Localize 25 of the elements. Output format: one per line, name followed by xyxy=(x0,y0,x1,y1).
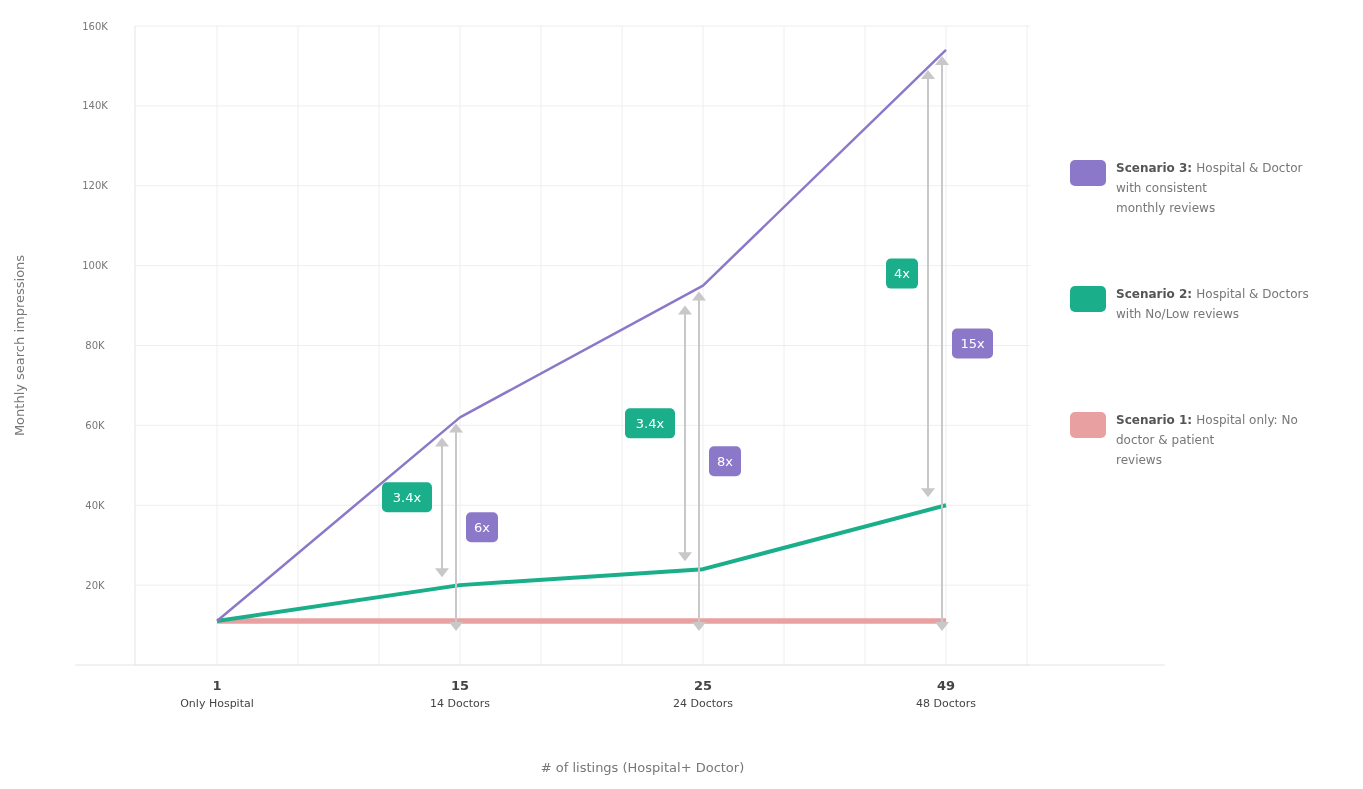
annotation: 15x xyxy=(960,336,985,352)
annotation: 8x xyxy=(717,453,734,469)
annotation: 3.4x xyxy=(392,489,422,505)
legend-label: Scenario 2: Hospital & Doctors with No/Low reviews xyxy=(1116,287,1309,321)
line-series xyxy=(215,48,948,623)
y-tick-label: 100K xyxy=(82,260,109,272)
y-tick-label: 80K xyxy=(85,340,106,351)
annotation: 4x xyxy=(894,266,911,282)
y-tick-label: 40K xyxy=(85,499,106,511)
annotation: 6x xyxy=(474,519,491,535)
x-tick-label: 1 Only Hospital xyxy=(180,678,254,710)
y-tick-label: 20K xyxy=(85,579,106,591)
y-tick-label: 120K xyxy=(82,180,109,192)
x-axis-title: # of listings (Hospital+ Doctor) xyxy=(540,760,745,775)
y-tick-label: 160K xyxy=(82,20,109,32)
y-tick-label: 140K xyxy=(82,100,109,112)
annotation: 3.4x xyxy=(635,415,665,431)
legend-label: Scenario 3: Hospital & Doctor with consistent monthly reviews xyxy=(1116,161,1303,215)
y-axis-title: Monthly search impressions xyxy=(12,254,27,437)
x-tick-label: 49 48 Doctors xyxy=(915,678,977,710)
y-tick-label: 60K xyxy=(85,419,106,431)
x-tick-label: 15 14 Doctors xyxy=(429,678,491,710)
legend-label: Scenario 1: Hospital only: No doctor & patient reviews xyxy=(1116,413,1298,467)
line-series xyxy=(215,503,948,624)
x-tick-label: 25 24 Doctors xyxy=(672,678,734,710)
